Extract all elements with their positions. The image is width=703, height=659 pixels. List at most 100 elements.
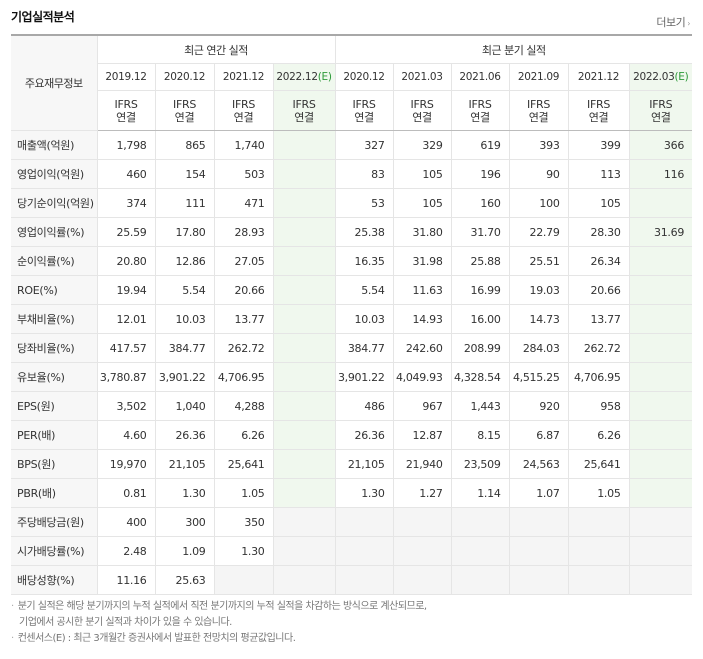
value-cell xyxy=(629,507,693,537)
value-cell: 26.34 xyxy=(568,246,630,276)
value-cell xyxy=(273,391,336,421)
value-cell: 22.79 xyxy=(509,217,569,247)
value-cell: 4,706.95 xyxy=(214,362,274,392)
value-cell: 105 xyxy=(393,188,452,218)
row-label: BPS(원) xyxy=(11,449,98,479)
value-cell xyxy=(273,159,336,189)
value-cell xyxy=(273,304,336,334)
value-cell xyxy=(629,420,693,450)
row-label: 배당성향(%) xyxy=(11,565,98,595)
table-row: BPS(원) 19,970 21,105 25,641 21,105 21,940 23,5… xyxy=(11,449,693,479)
value-cell: 1,443 xyxy=(451,391,510,421)
footnote-1: · 분기 실적은 해당 분기까지의 누적 실적에서 직전 분기까지의 누적 실적을… xyxy=(11,601,427,612)
label-column-header: 주요재무정보 xyxy=(11,34,98,131)
table-row: 당기순이익(억원) 374 111 471 53 105 160 100 105 xyxy=(11,188,693,218)
table-row: 배당성향(%) 11.16 25.63 xyxy=(11,565,693,595)
value-cell: 1.07 xyxy=(509,478,569,508)
value-cell: 12.87 xyxy=(393,420,452,450)
value-cell: 31.98 xyxy=(393,246,452,276)
value-cell: 366 xyxy=(629,130,693,160)
value-cell xyxy=(334,536,394,566)
value-cell xyxy=(509,565,569,595)
value-cell xyxy=(629,362,693,392)
value-cell xyxy=(629,246,693,276)
value-cell: 920 xyxy=(509,391,569,421)
period-header: 2021.06 xyxy=(451,63,510,91)
value-cell xyxy=(334,565,394,595)
value-cell: 25.63 xyxy=(155,565,215,595)
ifrs-label: IFRS 연결 xyxy=(273,90,336,131)
value-cell: 25.51 xyxy=(509,246,569,276)
value-cell: 24,563 xyxy=(509,449,569,479)
section-title: 기업실적분석 xyxy=(11,10,75,24)
value-cell: 3,780.87 xyxy=(97,362,156,392)
value-cell: 3,502 xyxy=(97,391,156,421)
value-cell xyxy=(451,507,510,537)
value-cell xyxy=(334,507,394,537)
row-label: 유보율(%) xyxy=(11,362,98,392)
value-cell: 417.57 xyxy=(97,333,156,363)
value-cell: 6.26 xyxy=(568,420,630,450)
table-row: EPS(원) 3,502 1,040 4,288 486 967 1,443 920 958 xyxy=(11,391,693,421)
value-cell: 100 xyxy=(509,188,569,218)
value-cell xyxy=(629,478,693,508)
value-cell xyxy=(629,188,693,218)
value-cell: 1,040 xyxy=(155,391,215,421)
value-cell: 350 xyxy=(214,507,274,537)
value-cell: 10.03 xyxy=(155,304,215,334)
value-cell xyxy=(273,362,336,392)
ifrs-label: IFRS 연결 xyxy=(155,90,215,131)
value-cell: 6.87 xyxy=(509,420,569,450)
value-cell: 90 xyxy=(509,159,569,189)
value-cell xyxy=(273,333,336,363)
ifrs-header-row: IFRS 연결 IFRS 연결 IFRS 연결 IFRS 연결 IFRS 연결 IFRS 연결 IFRS… xyxy=(11,90,693,131)
value-cell: 25.88 xyxy=(451,246,510,276)
value-cell: 25.38 xyxy=(334,217,394,247)
more-link[interactable]: 더보기 › xyxy=(656,14,690,30)
value-cell: 208.99 xyxy=(451,333,510,363)
value-cell: 113 xyxy=(568,159,630,189)
value-cell: 20.80 xyxy=(97,246,156,276)
value-cell xyxy=(629,391,693,421)
row-label: 부채비율(%) xyxy=(11,304,98,334)
value-cell: 384.77 xyxy=(155,333,215,363)
value-cell: 865 xyxy=(155,130,215,160)
period-header: 2022.12(E) xyxy=(273,63,336,91)
value-cell: 16.00 xyxy=(451,304,510,334)
value-cell xyxy=(451,536,510,566)
period-header: 2020.12 xyxy=(155,63,215,91)
period-header: 2022.03(E) xyxy=(629,63,693,91)
value-cell xyxy=(568,507,630,537)
value-cell: 393 xyxy=(509,130,569,160)
value-cell: 13.77 xyxy=(214,304,274,334)
value-cell xyxy=(273,449,336,479)
value-cell xyxy=(629,449,693,479)
ifrs-label: IFRS 연결 xyxy=(509,90,569,131)
bullet-icon: · xyxy=(11,601,14,612)
value-cell: 327 xyxy=(334,130,394,160)
value-cell xyxy=(273,130,336,160)
period-header: 2021.12 xyxy=(568,63,630,91)
value-cell xyxy=(273,478,336,508)
value-cell: 31.80 xyxy=(393,217,452,247)
value-cell: 28.93 xyxy=(214,217,274,247)
value-cell: 958 xyxy=(568,391,630,421)
value-cell: 4.60 xyxy=(97,420,156,450)
value-cell: 154 xyxy=(155,159,215,189)
value-cell: 329 xyxy=(393,130,452,160)
row-label: 당기순이익(억원) xyxy=(11,188,98,218)
table-row: 당좌비율(%) 417.57 384.77 262.72 384.77 242.60 208… xyxy=(11,333,693,363)
value-cell: 10.03 xyxy=(334,304,394,334)
period-header: 2020.12 xyxy=(334,63,394,91)
value-cell xyxy=(214,565,274,595)
row-label: 주당배당금(원) xyxy=(11,507,98,537)
table-row: 영업이익(억원) 460 154 503 83 105 196 90 113 116 xyxy=(11,159,693,189)
value-cell: 374 xyxy=(97,188,156,218)
footnote-2: · 컨센서스(E) : 최근 3개월간 증권사에서 발표한 전망치의 평균값입니다… xyxy=(11,633,296,644)
value-cell: 262.72 xyxy=(568,333,630,363)
value-cell: 160 xyxy=(451,188,510,218)
value-cell: 28.30 xyxy=(568,217,630,247)
value-cell: 105 xyxy=(393,159,452,189)
row-label: EPS(원) xyxy=(11,391,98,421)
value-cell: 83 xyxy=(334,159,394,189)
